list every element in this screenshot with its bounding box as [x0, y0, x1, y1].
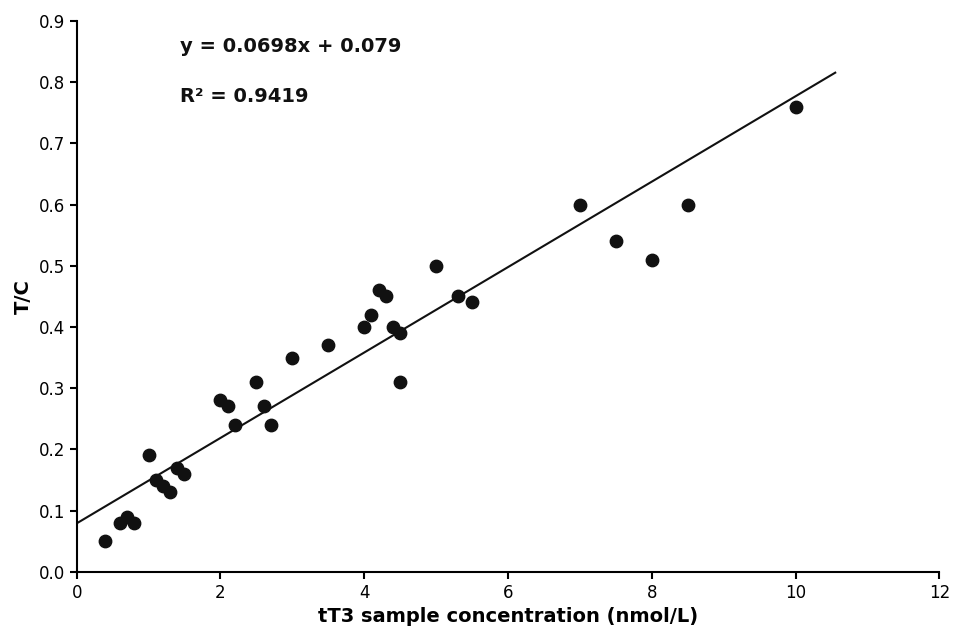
Point [363, 310, 379, 320]
Point [148, 475, 164, 485]
Point [392, 377, 408, 387]
Point [386, 322, 401, 332]
Point [263, 420, 279, 430]
Point [249, 377, 264, 387]
Point [126, 518, 142, 528]
Point [371, 285, 387, 295]
Y-axis label: T/C: T/C [13, 279, 33, 314]
Point [162, 487, 177, 497]
Point [644, 255, 659, 265]
Point [392, 328, 408, 338]
Point [450, 291, 466, 301]
Point [155, 481, 171, 491]
Point [228, 420, 243, 430]
Point [97, 536, 113, 547]
Point [220, 401, 235, 412]
Point [141, 451, 156, 461]
Point [255, 401, 271, 412]
Point [170, 463, 185, 473]
Point [573, 200, 588, 210]
Point [284, 353, 300, 363]
Point [465, 298, 480, 308]
Point [357, 322, 372, 332]
Point [681, 200, 696, 210]
Point [176, 468, 192, 479]
Point [321, 340, 336, 351]
Point [378, 291, 393, 301]
Point [112, 518, 127, 528]
X-axis label: tT3 sample concentration (nmol/L): tT3 sample concentration (nmol/L) [318, 607, 698, 626]
Point [213, 396, 228, 406]
Point [120, 511, 135, 522]
Text: y = 0.0698x + 0.079: y = 0.0698x + 0.079 [180, 37, 402, 56]
Point [788, 102, 803, 112]
Point [608, 236, 624, 246]
Text: R² = 0.9419: R² = 0.9419 [180, 87, 308, 106]
Point [428, 260, 443, 271]
